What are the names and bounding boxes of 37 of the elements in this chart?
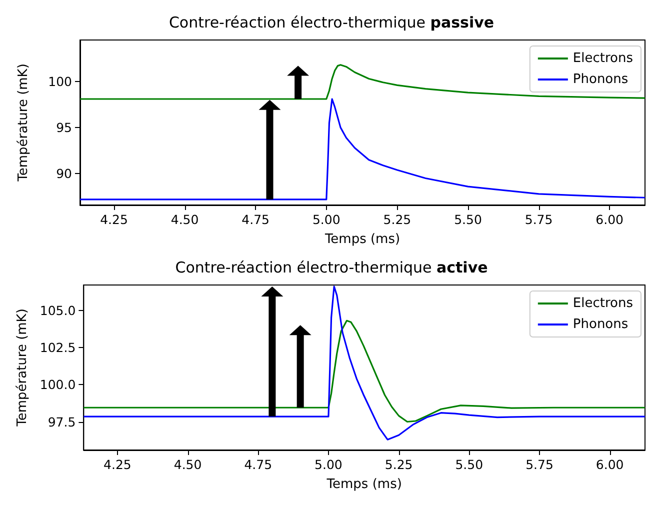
x-tick-label: 4.75: [242, 212, 270, 227]
line-series: [82, 286, 646, 440]
y-tick-label: 102.5: [40, 340, 76, 355]
x-axis-title: Temps (ms): [326, 477, 402, 492]
legend-label: Electrons: [572, 296, 634, 311]
y-tick-label: 100: [48, 74, 72, 89]
x-tick-label: 5.75: [526, 457, 554, 472]
legend-label: Phonons: [572, 317, 628, 332]
x-tick-label: 4.25: [104, 457, 132, 472]
x-tick-label: 5.50: [455, 457, 484, 472]
x-tick-label: 5.75: [524, 212, 553, 227]
x-tick-label: 5.25: [383, 212, 412, 227]
x-tick-label: 4.50: [170, 212, 199, 227]
chart-title: Contre-réaction électro-thermique passive: [168, 14, 494, 32]
y-tick-label: 100.0: [40, 377, 76, 392]
line-series: [79, 98, 646, 200]
y-axis-title: Température (mK): [15, 308, 30, 428]
line-series: [79, 64, 646, 100]
x-tick-label: 5.25: [384, 457, 413, 472]
x-tick-label: 5.50: [454, 212, 482, 227]
y-tick-label: 90: [56, 166, 72, 182]
y-tick-label: 97.5: [48, 414, 76, 430]
x-tick-label: 5.00: [312, 212, 340, 227]
x-tick-label: 5.00: [314, 457, 342, 472]
x-tick-label: 4.75: [244, 457, 272, 472]
chart-title: Contre-réaction électro-thermique active: [175, 258, 488, 276]
x-tick-label: 6.00: [596, 212, 624, 227]
y-tick-label: 105.0: [40, 302, 76, 318]
legend-label: Phonons: [572, 72, 628, 87]
x-axis-title: Temps (ms): [324, 232, 400, 247]
y-tick-label: 95: [56, 120, 72, 136]
x-tick-label: 4.25: [100, 212, 128, 227]
y-axis-title: Température (mK): [16, 64, 31, 182]
legend-label: Electrons: [572, 51, 634, 66]
x-tick-label: 4.50: [174, 457, 202, 472]
x-tick-label: 6.00: [596, 457, 624, 472]
line-series: [82, 320, 646, 423]
